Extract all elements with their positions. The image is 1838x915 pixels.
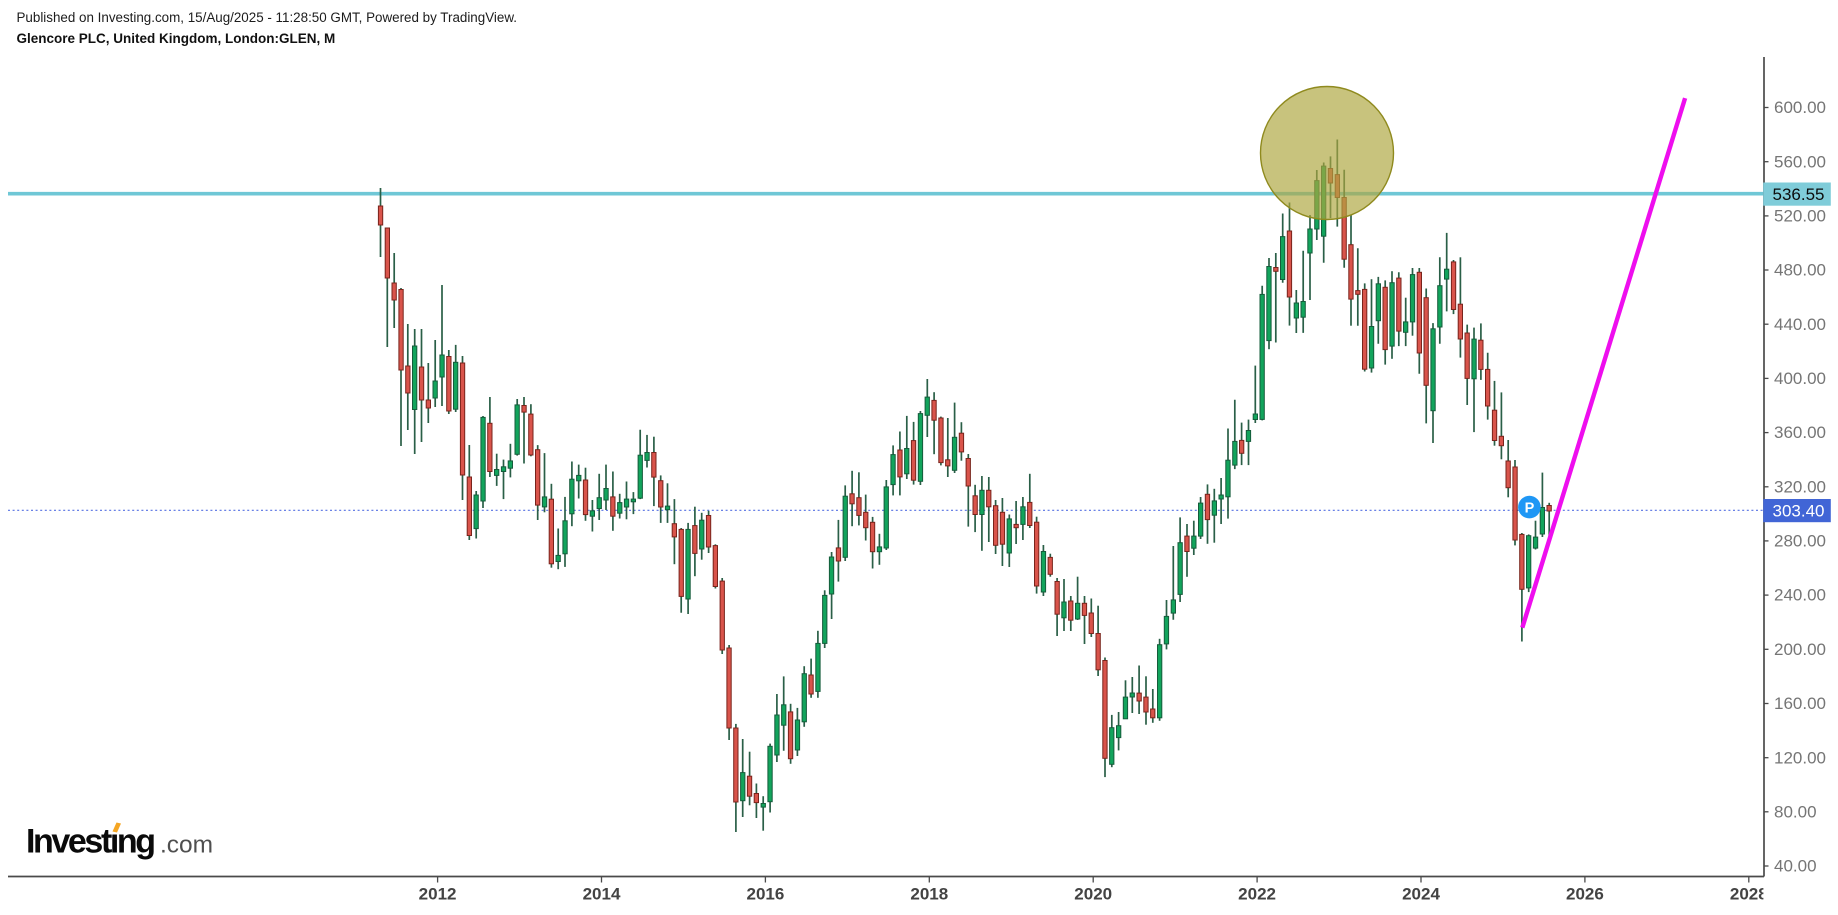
svg-text:240.00: 240.00 bbox=[1774, 586, 1826, 605]
svg-text:120.00: 120.00 bbox=[1774, 748, 1826, 767]
svg-text:40.00: 40.00 bbox=[1774, 857, 1817, 876]
svg-text:200.00: 200.00 bbox=[1774, 640, 1826, 659]
svg-text:560.00: 560.00 bbox=[1774, 152, 1826, 171]
svg-text:360.00: 360.00 bbox=[1774, 423, 1826, 442]
svg-text:80.00: 80.00 bbox=[1774, 802, 1817, 821]
svg-text:2014: 2014 bbox=[583, 884, 621, 903]
svg-text:160.00: 160.00 bbox=[1774, 694, 1826, 713]
svg-text:600.00: 600.00 bbox=[1774, 98, 1826, 117]
svg-text:280.00: 280.00 bbox=[1774, 532, 1826, 551]
svg-text:2018: 2018 bbox=[910, 884, 948, 903]
svg-text:320.00: 320.00 bbox=[1774, 477, 1826, 496]
svg-text:.com: .com bbox=[160, 832, 213, 859]
svg-text:303.40: 303.40 bbox=[1773, 502, 1825, 521]
svg-text:2022: 2022 bbox=[1238, 884, 1276, 903]
svg-text:2012: 2012 bbox=[419, 884, 457, 903]
svg-text:2016: 2016 bbox=[746, 884, 784, 903]
svg-text:2026: 2026 bbox=[1566, 884, 1604, 903]
svg-text:480.00: 480.00 bbox=[1774, 261, 1826, 280]
svg-text:2024: 2024 bbox=[1402, 884, 1440, 903]
svg-text:536.55: 536.55 bbox=[1773, 185, 1825, 204]
svg-text:P: P bbox=[1525, 500, 1535, 516]
svg-text:Glencore PLC, United Kingdom,: Glencore PLC, United Kingdom, London:GLE… bbox=[17, 31, 336, 46]
svg-text:2028: 2028 bbox=[1730, 884, 1768, 903]
svg-text:400.00: 400.00 bbox=[1774, 369, 1826, 388]
svg-text:Investıng: Investıng bbox=[26, 823, 154, 861]
svg-text:Published on Investing.com, 15: Published on Investing.com, 15/Aug/2025 … bbox=[17, 10, 517, 25]
svg-text:2020: 2020 bbox=[1074, 884, 1112, 903]
svg-text:440.00: 440.00 bbox=[1774, 315, 1826, 334]
svg-text:520.00: 520.00 bbox=[1774, 207, 1826, 226]
